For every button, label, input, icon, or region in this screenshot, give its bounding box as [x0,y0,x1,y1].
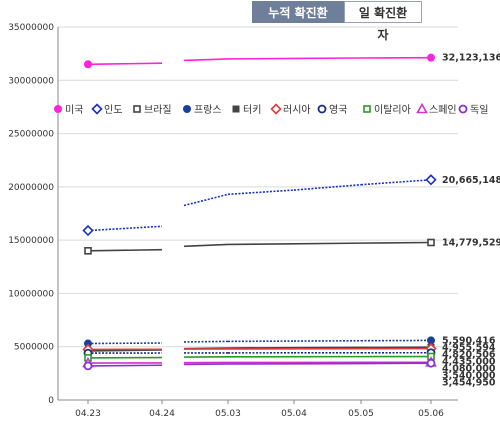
legend-marker-8 [416,102,428,114]
x-tick-label: 04.24 [149,409,175,419]
y-tick-label: 25000000 [8,130,54,140]
data-point-start-0 [84,60,92,69]
data-point-end-1 [425,174,437,186]
legend-marker-4 [232,105,240,113]
y-tick-label: 10000000 [8,289,54,299]
data-point-end-0 [427,53,435,62]
legend-label-8: 스페인 [429,104,457,116]
legend-marker-7 [363,105,371,113]
data-label-end-7: 4,080,000 [442,363,496,374]
x-tick-label: 05.03 [215,409,241,419]
series-line-0 [87,62,163,66]
series-line-1 [183,193,229,207]
y-tick-label: 20000000 [8,183,54,193]
legend-label-9: 독일 [470,104,488,116]
x-tick-label: 04.23 [75,409,101,419]
legend-marker-2 [133,105,141,113]
data-label-end-8: 3,540,000 [442,370,496,381]
legend-label-0: 미국 [65,104,83,116]
series-line-1 [227,189,295,196]
series-line-1 [87,225,163,232]
legend-label-5: 러시아 [283,104,311,116]
y-tick-label: 15000000 [8,236,54,246]
y-tick-label: 30000000 [8,76,54,86]
y-tick-label: 5000000 [14,343,54,353]
legend-marker-5 [270,103,282,115]
legend-label-1: 인도 [104,104,122,116]
tab-cumulative-cases[interactable]: 누적 확진환자 [252,1,344,42]
series-line-1 [293,183,362,191]
y-tick-label: 0 [48,396,54,406]
series-line-3 [183,340,229,343]
data-label-end-1: 20,665,148 [442,175,500,186]
legend-marker-0 [54,105,62,113]
x-tick-label: 05.04 [281,409,307,419]
series-line-9 [87,364,163,367]
legend-marker-3 [183,105,191,113]
tab-daily-cases[interactable]: 일 확진환자 [344,1,422,42]
data-label-end-0: 32,123,136 [442,53,500,64]
series-line-2 [293,242,362,245]
data-point-start-9 [83,361,93,371]
data-point-start-1 [82,224,94,237]
legend-label-2: 브라질 [144,104,172,116]
legend-label-3: 프랑스 [194,104,222,116]
legend-marker-6 [317,104,327,114]
data-label-end-2: 14,779,529 [442,237,500,248]
legend-label-7: 이탈리아 [374,103,411,116]
data-point-end-3 [427,336,435,345]
y-tick-label: 35000000 [8,23,54,33]
legend-label-6: 영국 [329,104,347,116]
data-point-end-9 [426,358,436,368]
legend-label-4: 터키 [243,104,261,116]
data-label-end-4: 4,955,594 [442,342,496,353]
series-line-1 [360,178,432,186]
data-point-start-3 [84,339,92,348]
series-line-2 [227,242,295,246]
legend-marker-9 [458,104,468,114]
data-label-end-5: 4,820,506 [442,349,496,360]
chart-tabs: 누적 확진환자 일 확진환자 [252,1,422,42]
series-line-0 [183,58,229,62]
legend-marker-1 [91,103,103,115]
data-point-start-2 [84,247,92,255]
data-label-end-9: 3,454,950 [442,377,496,388]
series-line-2 [360,241,432,244]
data-label-end-3: 5,590,416 [442,335,496,346]
series-line-2 [87,248,163,252]
x-tick-label: 05.06 [418,409,444,419]
series-line-3 [87,342,163,345]
x-tick-label: 05.05 [348,409,374,419]
series-line-2 [183,243,229,248]
data-label-end-6: 4,435,000 [442,356,496,367]
series-line-0 [227,57,295,60]
data-point-end-2 [427,238,435,247]
